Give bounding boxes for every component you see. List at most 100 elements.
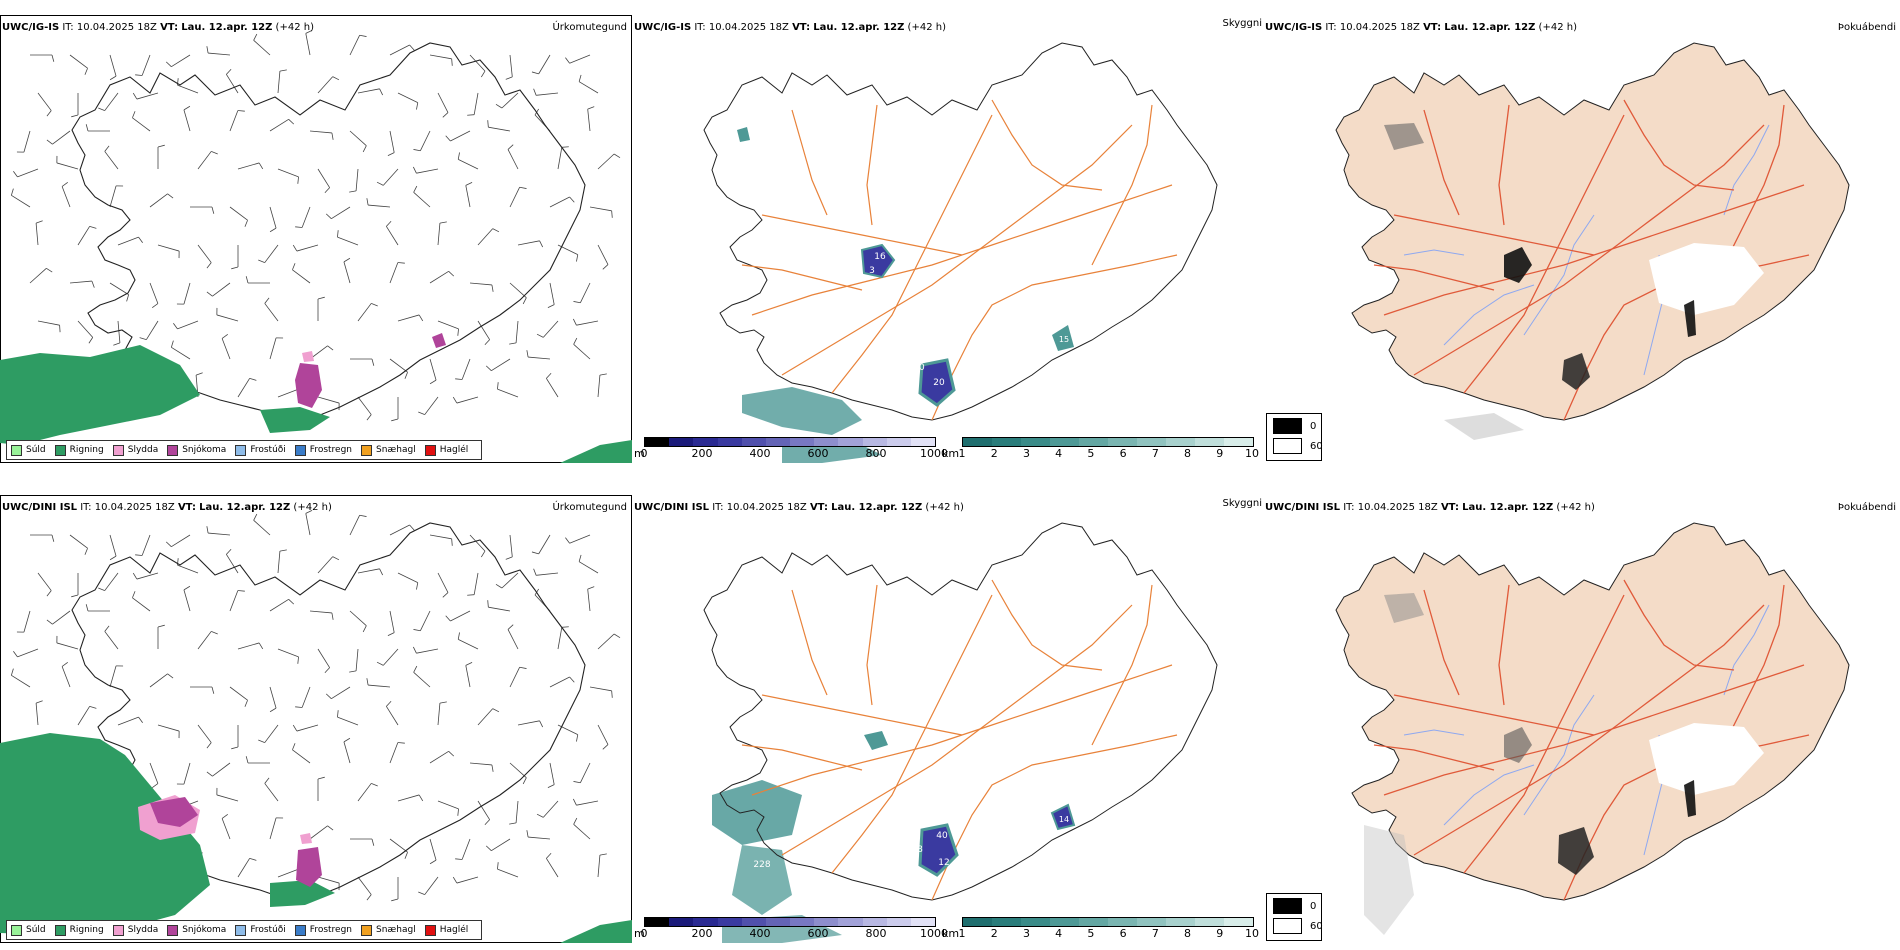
wind-barb-flag (231, 266, 239, 270)
legend-item-frostúði: Frostúði (235, 924, 286, 936)
wind-barb (497, 388, 519, 398)
wind-barb-flag (526, 830, 529, 838)
wind-barb (309, 825, 328, 840)
colorbar-tick: 8 (1184, 447, 1192, 460)
wind-barb (149, 762, 159, 784)
wind-barb-flag (288, 599, 295, 605)
wind-barb-flag (332, 556, 340, 561)
ceiling-value: 8 (917, 845, 923, 855)
wind-barb (183, 282, 191, 305)
wind-barb (389, 838, 408, 853)
wind-barb-flag (376, 181, 384, 186)
colorbar-tick: 2 (990, 927, 998, 940)
colorbar-tick: 5 (1087, 447, 1095, 460)
colorbar-segment (693, 438, 718, 446)
wind-barb (269, 817, 277, 840)
legend-item-rigning: Rigning (54, 444, 104, 456)
wind-barb-flag (536, 333, 544, 338)
wind-barb-flag (573, 301, 581, 304)
wind-barb-flag (371, 303, 378, 307)
ceiling-colorbar (644, 917, 936, 927)
legend-item-haglél: Haglél (424, 924, 469, 936)
road (991, 579, 1103, 671)
legend-label: Rigning (69, 925, 104, 935)
wind-barb (317, 648, 330, 668)
wind-barb (212, 762, 231, 777)
wind-barb-flag (587, 106, 595, 110)
colorbar-tick: 800 (865, 927, 887, 940)
wind-barb-flag (451, 538, 453, 546)
legend-label: Haglél (439, 925, 469, 935)
colorbar-tick: 5 (1087, 927, 1095, 940)
wind-barb-flag (539, 720, 544, 728)
road (741, 264, 863, 291)
wind-barb-flag (599, 373, 607, 376)
colorbar-segment (963, 918, 992, 926)
wind-barb-flag (379, 568, 384, 576)
rain-area-corner (560, 920, 632, 943)
snow-area-south (296, 847, 322, 887)
colorbar-tick: 0 (640, 927, 648, 940)
road (791, 589, 828, 696)
fog-legend-row: 60 (1273, 438, 1323, 454)
road (991, 99, 1103, 191)
road (761, 694, 963, 736)
wind-barb-flag (170, 340, 174, 348)
wind-barb-flag (366, 678, 369, 686)
wind-barb (61, 186, 71, 208)
wind-barb (117, 320, 121, 343)
wind-barb-flag (533, 568, 537, 576)
wind-barb-flag (104, 625, 110, 632)
colorbar-segment (963, 438, 992, 446)
vt-value: Lau. 12.apr. 12Z (1444, 22, 1536, 33)
wind-barb-flag (132, 92, 138, 100)
colorbar-segment (814, 918, 839, 926)
wind-barb-flag (349, 190, 357, 193)
iceland-coastline (71, 522, 586, 901)
wind-barb-flag (359, 34, 367, 37)
fog-area-1 (1504, 727, 1532, 763)
wind-barb (29, 267, 47, 284)
wind-barb-flag (448, 271, 455, 277)
wind-barb-flag (46, 139, 53, 145)
panel-title-ceiling: Skyggni (1222, 498, 1262, 509)
road (741, 744, 863, 771)
legend-swatch (11, 444, 22, 456)
ceiling-area-4 (737, 127, 750, 142)
wind-barb (264, 303, 279, 322)
fog-area-glacier (1649, 723, 1764, 795)
road (1423, 109, 1460, 216)
wind-barb-flag (412, 646, 417, 654)
wind-barb (424, 396, 439, 415)
ceiling-area-2 (1050, 803, 1076, 831)
wind-barb (597, 153, 615, 170)
wind-barb (419, 130, 431, 151)
road (1091, 104, 1153, 266)
wind-barb-flag (439, 701, 447, 704)
wind-barb (389, 44, 410, 56)
legend-item-rigning: Rigning (54, 924, 104, 936)
wind-barb-flag (279, 549, 287, 552)
wind-barb (141, 54, 151, 76)
lead-time: (+42 h) (925, 502, 964, 513)
legend-item-snjókoma: Snjókoma (167, 444, 226, 456)
ceiling-value: 14 (1059, 815, 1069, 824)
wind-barb (292, 749, 311, 764)
wind-barb-flag (491, 284, 494, 292)
wind-barb-flag (359, 514, 367, 517)
wind-barb (469, 534, 486, 552)
colorbar-tick: 1000 (920, 927, 948, 940)
wind-barb-flag (371, 838, 375, 846)
wind-barb (517, 240, 540, 246)
fog-area-4 (1384, 123, 1424, 150)
it-value: 10.04.2025 18Z (726, 502, 807, 513)
legend-label: Snæhagl (376, 925, 416, 935)
wind-barb (429, 838, 437, 861)
wind-barb (237, 642, 260, 650)
colorbar-tick: 4 (1055, 447, 1063, 460)
wind-barb-flag (264, 297, 270, 304)
wind-barb (157, 244, 180, 252)
wind-barb (183, 109, 191, 132)
wind-barb (109, 534, 117, 557)
wind-barb-flag (485, 845, 492, 851)
